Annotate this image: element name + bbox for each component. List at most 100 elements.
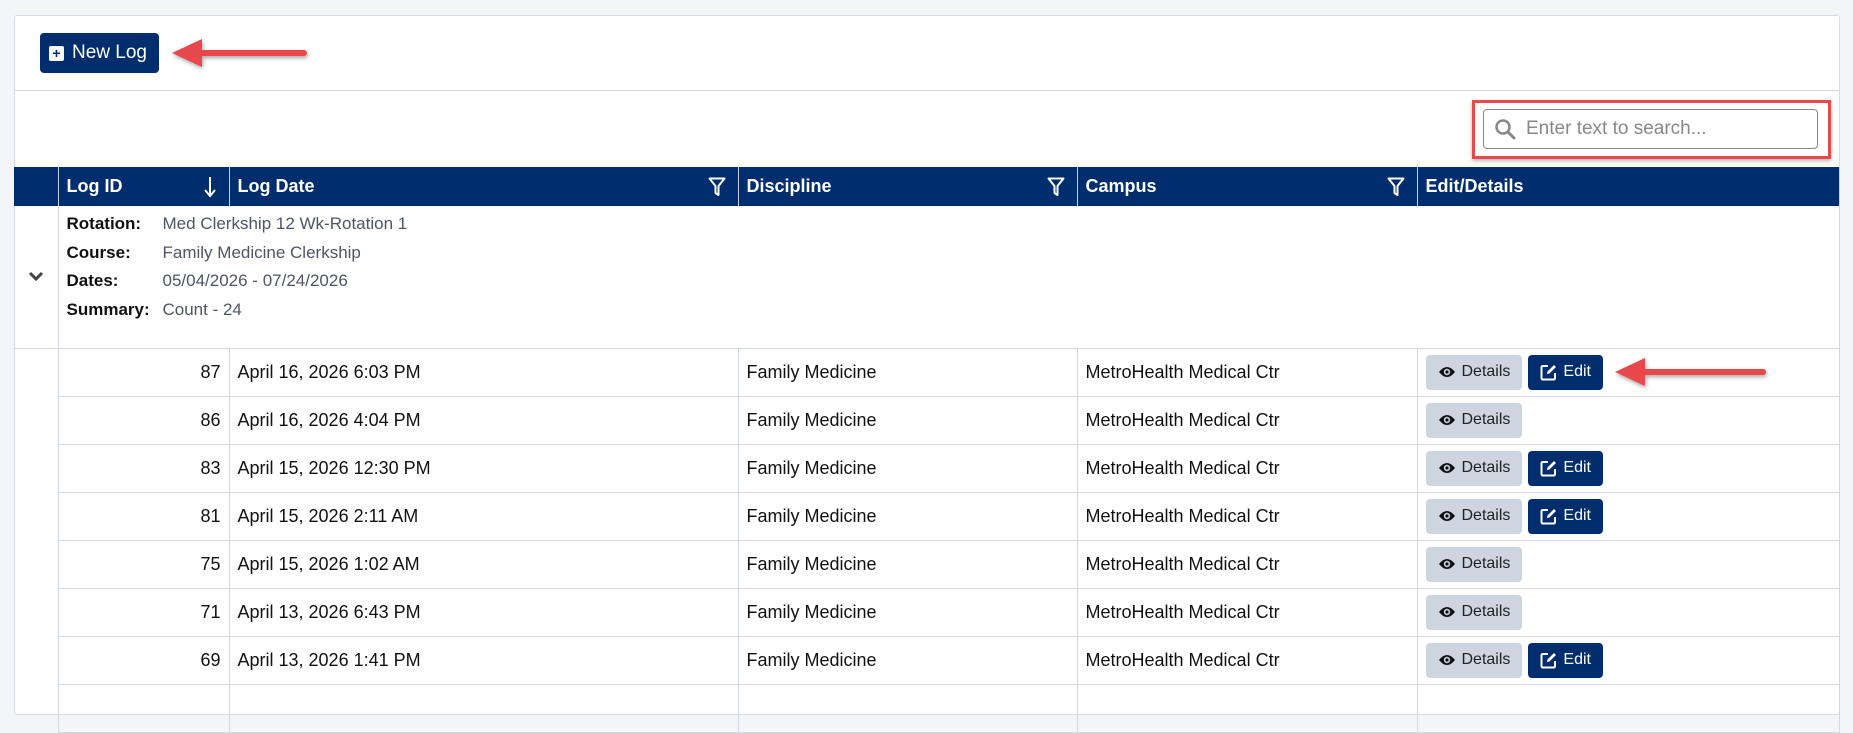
log-date: April 15, 2026 12:30 PM: [228, 443, 739, 493]
table-row: 86 April 16, 2026 4:04 PM Family Medicin…: [14, 395, 1840, 445]
eye-icon: [1438, 463, 1455, 473]
summary-value: Count - 24: [162, 299, 242, 319]
row-spacer: [14, 348, 59, 396]
table-row: 87 April 16, 2026 6:03 PM Family Medicin…: [14, 347, 1840, 397]
edit-icon: [1540, 508, 1557, 524]
header-label: Campus: [1085, 176, 1157, 196]
details-label: Details: [1461, 363, 1511, 380]
table-row: 69 April 13, 2026 1:41 PM Family Medicin…: [14, 635, 1840, 685]
course-value: Family Medicine Clerkship: [162, 242, 361, 262]
group-row: Rotation: Med Clerkship 12 Wk-Rotation 1 …: [14, 206, 1840, 349]
sort-down-icon[interactable]: [203, 176, 217, 198]
filter-icon[interactable]: [1047, 177, 1065, 197]
search-box[interactable]: [1483, 109, 1818, 149]
edit-icon: [1540, 364, 1557, 380]
actions: Details: [1416, 587, 1840, 637]
annotation-arrow: [1615, 358, 1766, 386]
eye-icon: [1438, 367, 1455, 377]
table-row: 81 April 15, 2026 2:11 AM Family Medicin…: [14, 491, 1840, 541]
discipline: Family Medicine: [737, 347, 1078, 397]
filter-icon[interactable]: [1387, 177, 1405, 197]
details-button[interactable]: Details: [1425, 354, 1523, 390]
header-campus[interactable]: Campus: [1077, 167, 1418, 206]
row-spacer: [14, 396, 59, 444]
details-button[interactable]: Details: [1425, 546, 1523, 582]
actions: Details Edit: [1416, 491, 1840, 541]
summary-label: Summary:: [66, 299, 150, 319]
log-id: 87: [57, 347, 230, 397]
edit-button[interactable]: Edit: [1528, 642, 1603, 678]
eye-icon: [1438, 607, 1455, 617]
log-date: April 15, 2026 2:11 AM: [228, 491, 739, 541]
row-spacer: [14, 540, 59, 588]
group-info: Rotation: Med Clerkship 12 Wk-Rotation 1 …: [58, 206, 1840, 349]
plus-square-icon: +: [49, 45, 64, 61]
edit-button[interactable]: Edit: [1528, 354, 1603, 390]
filter-icon[interactable]: [708, 177, 726, 197]
header-log-date[interactable]: Log Date: [229, 167, 739, 206]
group-toggle[interactable]: [14, 206, 59, 349]
eye-icon: [1438, 559, 1455, 569]
details-button[interactable]: Details: [1425, 642, 1523, 678]
log-id: 81: [57, 491, 230, 541]
actions: Details Edit: [1416, 635, 1840, 685]
actions: Details: [1416, 539, 1840, 589]
campus: MetroHealth Medical Ctr: [1076, 587, 1418, 637]
log-date: April 16, 2026 6:03 PM: [228, 347, 739, 397]
divider: [15, 90, 1839, 91]
edit-label: Edit: [1563, 507, 1591, 524]
campus: MetroHealth Medical Ctr: [1076, 635, 1418, 685]
edit-button[interactable]: Edit: [1528, 450, 1603, 486]
row-spacer: [14, 492, 59, 540]
logs-panel: + New Log Log ID Log Date Discipline Cam…: [14, 15, 1840, 733]
edit-label: Edit: [1563, 459, 1591, 476]
header-edit-details: Edit/Details: [1417, 167, 1840, 206]
table-row: 83 April 15, 2026 12:30 PM Family Medici…: [14, 443, 1840, 493]
header-label: Edit/Details: [1425, 176, 1524, 196]
actions: Details: [1416, 395, 1840, 445]
table-row: 71 April 13, 2026 6:43 PM Family Medicin…: [14, 587, 1840, 637]
log-date: April 13, 2026 1:41 PM: [228, 635, 739, 685]
search-input[interactable]: [1526, 118, 1806, 140]
edit-icon: [1540, 460, 1557, 476]
edit-label: Edit: [1563, 363, 1591, 380]
new-log-label: New Log: [72, 42, 147, 63]
logs-table: Log ID Log Date Discipline Campus Edit/D…: [14, 167, 1840, 733]
header-expander: [14, 167, 59, 206]
table-row: 75 April 15, 2026 1:02 AM Family Medicin…: [14, 539, 1840, 589]
dates-value: 05/04/2026 - 07/24/2026: [162, 271, 348, 291]
edit-button[interactable]: Edit: [1528, 498, 1603, 534]
header-label: Log Date: [237, 176, 315, 196]
details-button[interactable]: Details: [1425, 498, 1523, 534]
log-id: 75: [57, 539, 230, 589]
header-log-id[interactable]: Log ID: [58, 167, 230, 206]
details-button[interactable]: Details: [1425, 594, 1523, 630]
header-label: Discipline: [746, 176, 832, 196]
details-label: Details: [1461, 555, 1511, 572]
campus: MetroHealth Medical Ctr: [1076, 395, 1418, 445]
details-button[interactable]: Details: [1425, 402, 1523, 438]
details-label: Details: [1461, 459, 1511, 476]
details-button[interactable]: Details: [1425, 450, 1523, 486]
details-label: Details: [1461, 507, 1511, 524]
header-discipline[interactable]: Discipline: [738, 167, 1078, 206]
details-label: Details: [1461, 651, 1511, 668]
log-id: 69: [57, 635, 230, 685]
chevron-down-icon[interactable]: [28, 270, 44, 282]
log-date: April 16, 2026 4:04 PM: [228, 395, 739, 445]
header-label: Log ID: [66, 176, 123, 196]
log-id: 71: [57, 587, 230, 637]
eye-icon: [1438, 415, 1455, 425]
campus: MetroHealth Medical Ctr: [1076, 491, 1418, 541]
annotation-arrow: [172, 39, 307, 67]
campus: MetroHealth Medical Ctr: [1076, 539, 1418, 589]
log-id: 86: [57, 395, 230, 445]
new-log-button[interactable]: + New Log: [40, 33, 159, 73]
discipline: Family Medicine: [737, 395, 1078, 445]
annotation-highlight-box: [1472, 100, 1831, 159]
campus: MetroHealth Medical Ctr: [1076, 443, 1418, 493]
row-spacer: [14, 636, 59, 684]
course-label: Course:: [66, 242, 131, 262]
dates-label: Dates:: [66, 271, 119, 291]
discipline: Family Medicine: [737, 587, 1078, 637]
